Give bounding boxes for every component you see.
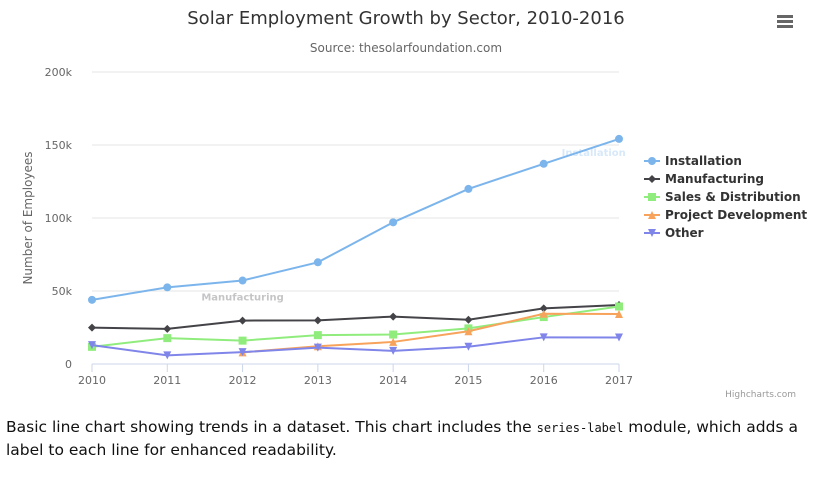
point [88,341,96,350]
series-line [91,137,620,301]
point [163,283,172,292]
credits[interactable]: Highcharts.com [725,390,796,400]
x-tick-label: 2016 [530,374,558,387]
x-tick-label: 2012 [229,374,257,387]
point [464,315,473,324]
point [539,333,548,342]
legend-label[interactable]: Other [665,226,704,240]
point [615,310,623,319]
point [615,302,623,311]
series-label: Manufacturing [201,293,284,304]
point [389,346,398,355]
menu-bar [777,20,793,23]
series-label: Installation [562,148,626,159]
point [163,324,172,333]
point [615,134,623,143]
point [163,334,172,343]
y-tick-label: 100k [45,212,73,225]
y-tick-label: 50k [52,285,73,298]
x-tick-label: 2015 [454,374,482,387]
x-tick-label: 2011 [153,374,181,387]
x-tick-label: 2013 [304,374,332,387]
point [615,333,623,342]
point [238,348,247,357]
point [238,336,247,345]
legend-label[interactable]: Sales & Distribution [665,190,801,204]
point [313,316,322,325]
chart: Solar Employment Growth by Sector, 2010-… [21,8,807,400]
description-text: module, which adds a label to each line … [6,418,798,459]
point [389,330,398,339]
menu-button[interactable] [777,15,793,28]
chart-title: Solar Employment Growth by Sector, 2010-… [187,8,624,29]
point [539,309,548,318]
description-text: Basic line chart showing trends in a dat… [6,418,537,436]
series-line [242,312,620,354]
y-tick-label: 200k [45,66,73,79]
point [389,218,398,227]
legend-label[interactable]: Installation [665,154,742,168]
point [313,258,322,267]
legend-label[interactable]: Project Development [665,208,807,222]
point [88,295,96,304]
y-tick-label: 0 [65,358,72,371]
series-line [91,336,620,357]
point [88,323,96,332]
point [464,342,473,351]
description: Basic line chart showing trends in a dat… [6,416,806,461]
point [238,276,247,285]
y-axis-title: Number of Employees [21,151,35,284]
chart-subtitle: Source: thesolarfoundation.com [310,41,502,55]
point [464,327,473,336]
point [539,159,548,168]
point [389,312,398,321]
point [389,337,398,346]
point [539,304,548,313]
x-tick-label: 2014 [379,374,407,387]
series-line [91,305,620,348]
point [163,351,172,360]
legend-label[interactable]: Manufacturing [665,172,764,186]
point [313,331,322,340]
code: series-label [536,421,624,435]
x-tick-label: 2010 [78,374,106,387]
menu-bar [777,15,793,18]
x-tick-label: 2017 [605,374,633,387]
point [464,184,473,193]
point [238,316,247,325]
point [313,343,322,352]
y-tick-label: 150k [45,139,73,152]
series-line [91,303,620,330]
menu-bar [777,25,793,28]
